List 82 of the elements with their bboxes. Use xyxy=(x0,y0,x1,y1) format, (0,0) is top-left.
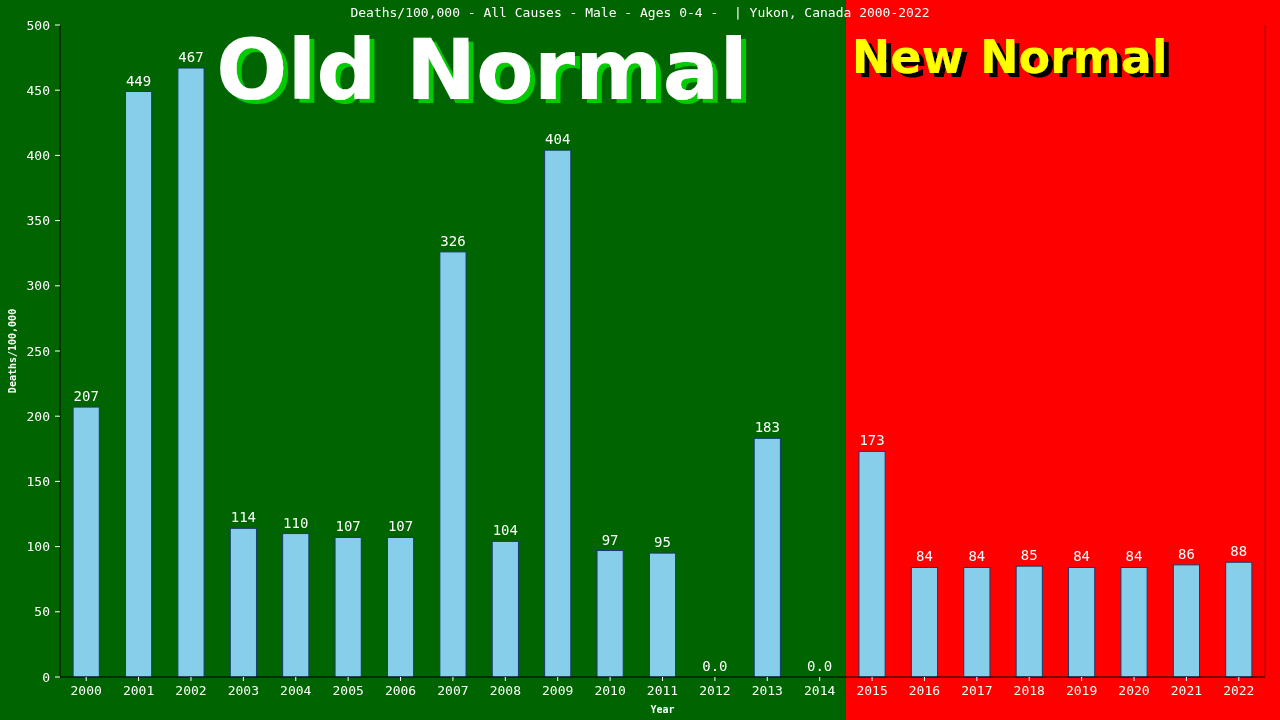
bar xyxy=(1225,561,1253,678)
x-tick-label: 2022 xyxy=(1223,683,1255,698)
x-tick-label: 2016 xyxy=(908,683,941,698)
bar xyxy=(177,67,205,678)
y-tick-label: 100 xyxy=(26,539,50,555)
bar xyxy=(910,566,939,678)
bar xyxy=(963,566,991,678)
x-tick-label: 2006 xyxy=(384,683,417,698)
y-tick-label: 450 xyxy=(26,82,50,98)
band-label: New Normal xyxy=(851,30,1168,84)
x-tick-label: 2009 xyxy=(542,683,574,698)
x-tick-label: 2005 xyxy=(332,683,364,698)
band-label: Old Normal xyxy=(216,21,749,119)
x-tick-label: 2010 xyxy=(594,683,626,698)
bar xyxy=(1068,566,1096,678)
bar xyxy=(334,536,362,678)
data-label: 97 xyxy=(601,531,619,548)
data-label: 183 xyxy=(754,419,780,436)
data-label: 404 xyxy=(545,131,571,148)
x-tick-label: 2003 xyxy=(227,683,260,698)
bar xyxy=(439,251,467,678)
bar xyxy=(124,91,153,678)
x-tick-label: 2018 xyxy=(1013,683,1045,698)
y-tick-label: 300 xyxy=(26,278,50,294)
data-label: 207 xyxy=(73,388,99,405)
bar xyxy=(282,533,310,678)
bar xyxy=(1172,564,1201,678)
bar xyxy=(72,406,100,678)
x-tick-label: 2002 xyxy=(175,683,207,698)
x-tick-label: 2015 xyxy=(856,683,888,698)
x-tick-label: 2020 xyxy=(1118,683,1150,698)
y-tick-label: 350 xyxy=(26,213,50,229)
data-label: 0.0 xyxy=(807,658,833,674)
bar xyxy=(596,550,624,678)
x-tick-label: 2017 xyxy=(961,683,993,698)
data-label: 85 xyxy=(1020,547,1038,564)
x-tick-label: 2019 xyxy=(1065,683,1098,698)
data-label: 86 xyxy=(1177,545,1195,562)
bar xyxy=(229,527,257,678)
bar xyxy=(858,450,886,678)
y-tick-label: 200 xyxy=(26,408,50,424)
x-tick-label: 2014 xyxy=(804,683,836,698)
x-tick-label: 2013 xyxy=(751,683,783,698)
y-tick-label: 50 xyxy=(34,604,50,620)
data-label: 0.0 xyxy=(702,658,728,674)
data-label: 84 xyxy=(916,548,933,565)
x-tick-label: 2012 xyxy=(699,683,731,698)
data-label: 104 xyxy=(492,522,518,539)
x-tick-label: 2004 xyxy=(280,683,312,698)
x-tick-label: 2007 xyxy=(437,683,469,698)
y-tick-label: 400 xyxy=(26,147,50,163)
x-tick-label: 2021 xyxy=(1170,683,1203,698)
data-label: 84 xyxy=(1073,548,1091,565)
y-tick-label: 0 xyxy=(42,669,50,685)
x-tick-label: 2001 xyxy=(122,683,155,698)
data-label: 107 xyxy=(335,518,361,535)
bar xyxy=(386,536,415,678)
data-label: 114 xyxy=(230,509,257,526)
data-label: 95 xyxy=(654,534,671,551)
bar xyxy=(1015,565,1043,678)
y-tick-label: 500 xyxy=(26,17,50,33)
data-label: 173 xyxy=(859,432,885,449)
x-tick-label: 2011 xyxy=(646,683,679,698)
data-label: 88 xyxy=(1230,543,1248,560)
data-label: 84 xyxy=(1125,548,1143,565)
bar xyxy=(544,149,572,678)
bar xyxy=(1120,566,1148,678)
y-tick-label: 150 xyxy=(26,473,50,489)
bar xyxy=(491,540,519,678)
data-label: 326 xyxy=(440,232,466,249)
data-label: 84 xyxy=(968,548,986,565)
x-tick-label: 2008 xyxy=(489,683,521,698)
y-tick-label: 250 xyxy=(26,343,50,359)
bar xyxy=(648,552,677,678)
x-tick-label: 2000 xyxy=(70,683,102,698)
y-axis-title: Deaths/100,000 xyxy=(7,308,18,394)
bar xyxy=(753,437,781,678)
data-label: 467 xyxy=(178,49,204,66)
data-label: 110 xyxy=(283,514,309,531)
data-label: 449 xyxy=(125,72,152,89)
data-label: 107 xyxy=(387,518,414,535)
x-axis-title: Year xyxy=(650,704,675,715)
